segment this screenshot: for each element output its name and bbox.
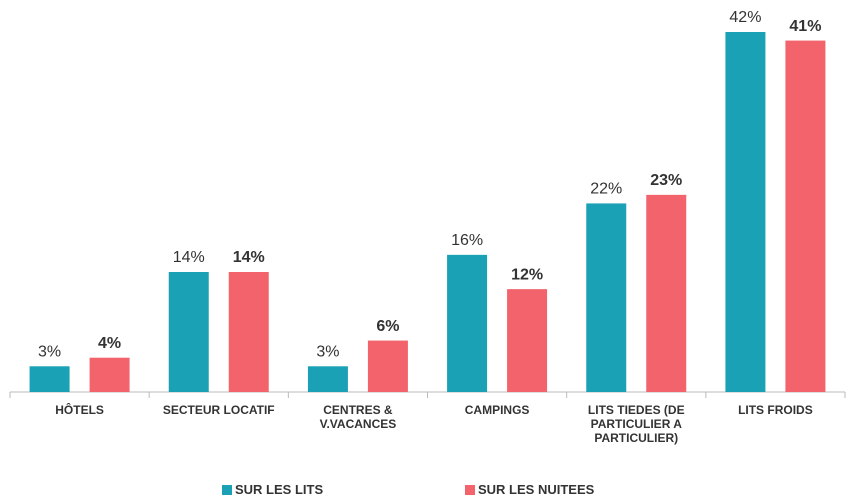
bar <box>168 272 209 392</box>
legend-item: SUR LES NUITEES <box>465 482 594 497</box>
bar <box>725 32 766 392</box>
x-tick-label: HÔTELS <box>55 403 104 417</box>
legend-swatch <box>222 484 232 495</box>
x-tick-label: SECTEUR LOCATIF <box>162 403 275 417</box>
x-tick-label: CAMPINGS <box>464 403 530 417</box>
value-label: 16% <box>451 232 483 249</box>
bar <box>29 366 70 392</box>
bar <box>307 366 348 392</box>
bar <box>507 289 548 392</box>
x-tick-label: CENTRES & V.VACANCES <box>319 403 397 431</box>
value-label: 42% <box>729 9 761 26</box>
bar <box>646 194 687 392</box>
x-tick-label: LITS FROIDS <box>738 403 813 417</box>
bar <box>785 40 826 392</box>
value-label: 6% <box>376 318 399 335</box>
value-label: 12% <box>511 266 543 283</box>
value-label: 4% <box>98 335 121 352</box>
bar <box>228 272 269 392</box>
value-label: 3% <box>316 344 339 361</box>
bar <box>367 340 408 392</box>
value-label: 41% <box>789 18 821 35</box>
value-label: 14% <box>173 249 205 266</box>
bar <box>89 357 130 392</box>
bar <box>586 203 627 392</box>
legend-label: SUR LES NUITEES <box>478 482 595 497</box>
legend-item: SUR LES LITS <box>222 482 323 497</box>
value-label: 22% <box>590 181 622 198</box>
value-label: 3% <box>38 344 61 361</box>
value-label: 14% <box>233 249 265 266</box>
legend-label: SUR LES LITS <box>235 482 324 497</box>
bar <box>447 254 488 392</box>
x-tick-label: LITS TIEDES (DE PARTICULIER A PARTICULIE… <box>587 403 685 445</box>
legend-swatch <box>465 484 475 495</box>
value-label: 23% <box>650 172 682 189</box>
